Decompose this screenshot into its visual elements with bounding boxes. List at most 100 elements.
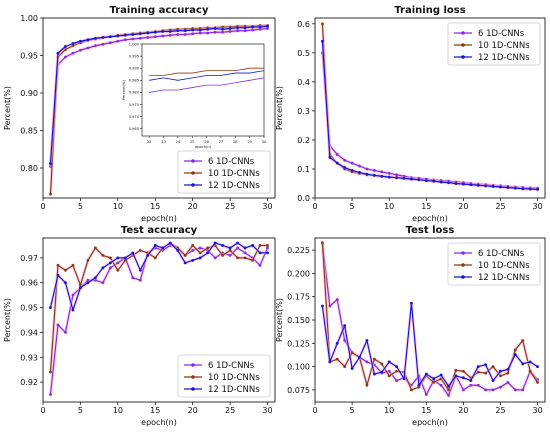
data-point (116, 268, 120, 272)
data-point (191, 249, 195, 252)
data-point (335, 341, 339, 345)
data-point (528, 360, 532, 364)
data-point (146, 31, 150, 35)
legend-marker (461, 251, 465, 255)
data-point (365, 383, 369, 387)
data-point (402, 176, 406, 180)
x-tick-label: 30 (262, 406, 272, 415)
x-axis-label: epoch(n) (141, 418, 177, 427)
data-point (439, 180, 443, 184)
data-point (168, 30, 172, 33)
data-point (86, 258, 90, 262)
data-point (213, 256, 217, 260)
data-point (64, 45, 67, 48)
data-point (417, 178, 421, 182)
x-tick-label: 10 (384, 202, 394, 211)
data-point (153, 244, 157, 247)
inset-x-tick-label: 24 (176, 140, 181, 144)
y-axis-label: Percent(%) (3, 298, 12, 342)
data-point (321, 22, 324, 26)
y-tick-label: 0.94 (20, 328, 38, 337)
data-point (221, 253, 225, 257)
data-point (454, 182, 458, 185)
data-point (410, 388, 413, 392)
data-point (49, 162, 52, 165)
data-point (365, 172, 369, 176)
data-point (484, 184, 488, 188)
y-tick-label: 0.175 (287, 293, 310, 302)
y-tick-label: 0.5 (297, 49, 310, 58)
data-point (365, 360, 369, 364)
y-axis-label: Percent(%) (275, 298, 284, 342)
data-point (499, 369, 502, 373)
data-point (447, 181, 450, 185)
data-point (161, 30, 165, 33)
series-line (49, 244, 269, 395)
data-point (146, 36, 150, 39)
data-point (251, 25, 254, 29)
inset-y-tick-label: 0.985 (129, 79, 139, 83)
chart-title: Test accuracy (121, 225, 198, 236)
data-point (395, 176, 399, 180)
legend: 6 1D-CNNs 10 1D-CNNs 12 1D-CNNs (177, 354, 271, 398)
legend-label: 12 1D-CNNs (208, 385, 260, 395)
data-point (236, 246, 239, 250)
data-point (131, 33, 135, 36)
data-point (71, 263, 75, 267)
data-point (513, 353, 517, 356)
x-tick-label: 5 (350, 406, 355, 415)
data-point (198, 28, 202, 32)
x-axis-label: epoch(n) (141, 214, 177, 223)
x-tick-label: 10 (113, 202, 123, 211)
plot-area (314, 17, 546, 199)
data-point (228, 30, 232, 33)
data-point (168, 241, 172, 245)
data-point (168, 33, 172, 37)
x-tick-label: 30 (532, 202, 542, 211)
data-point (506, 381, 510, 384)
data-point (93, 276, 97, 280)
y-tick-label: 0.4 (297, 78, 310, 87)
data-point (350, 169, 354, 172)
data-point (71, 293, 75, 297)
data-point (213, 30, 217, 34)
chart-title: Training loss (394, 5, 465, 16)
legend-marker (191, 375, 195, 379)
x-tick-label: 30 (532, 406, 542, 415)
data-point (198, 251, 202, 255)
data-point (521, 362, 525, 366)
inset-y-tick-label: 0.995 (129, 54, 139, 58)
y-tick-label: 0.2 (297, 136, 310, 145)
y-tick-label: 0.80 (20, 164, 38, 173)
data-point (513, 348, 517, 352)
data-point (469, 183, 473, 187)
legend-label: 6 1D-CNNs (208, 361, 255, 371)
data-point (198, 31, 202, 35)
data-point (447, 388, 450, 392)
x-tick-label: 25 (495, 202, 505, 211)
legend: 6 1D-CNNs 10 1D-CNNs 12 1D-CNNs (447, 242, 541, 286)
data-point (484, 371, 488, 375)
data-point (206, 27, 210, 31)
data-point (380, 362, 384, 366)
data-point (258, 244, 262, 247)
data-point (213, 27, 217, 30)
data-point (56, 323, 60, 327)
data-point (198, 256, 202, 260)
data-point (138, 32, 142, 36)
y-tick-label: 0.95 (20, 52, 38, 61)
data-point (123, 258, 127, 262)
data-point (56, 263, 60, 267)
data-point (64, 331, 67, 334)
data-point (499, 385, 502, 389)
legend-marker (461, 55, 465, 59)
data-point (236, 29, 239, 33)
data-point (49, 306, 52, 309)
panel-train_loss: Training loss 0 5 10 15 20 25 30 0.0 0.1 0.2 0.3 0.4… (275, 5, 546, 223)
data-point (454, 374, 458, 378)
data-point (228, 27, 232, 30)
data-point (64, 55, 67, 59)
chart-title: Training accuracy (110, 5, 209, 16)
data-point (56, 273, 60, 277)
data-point (321, 39, 324, 43)
